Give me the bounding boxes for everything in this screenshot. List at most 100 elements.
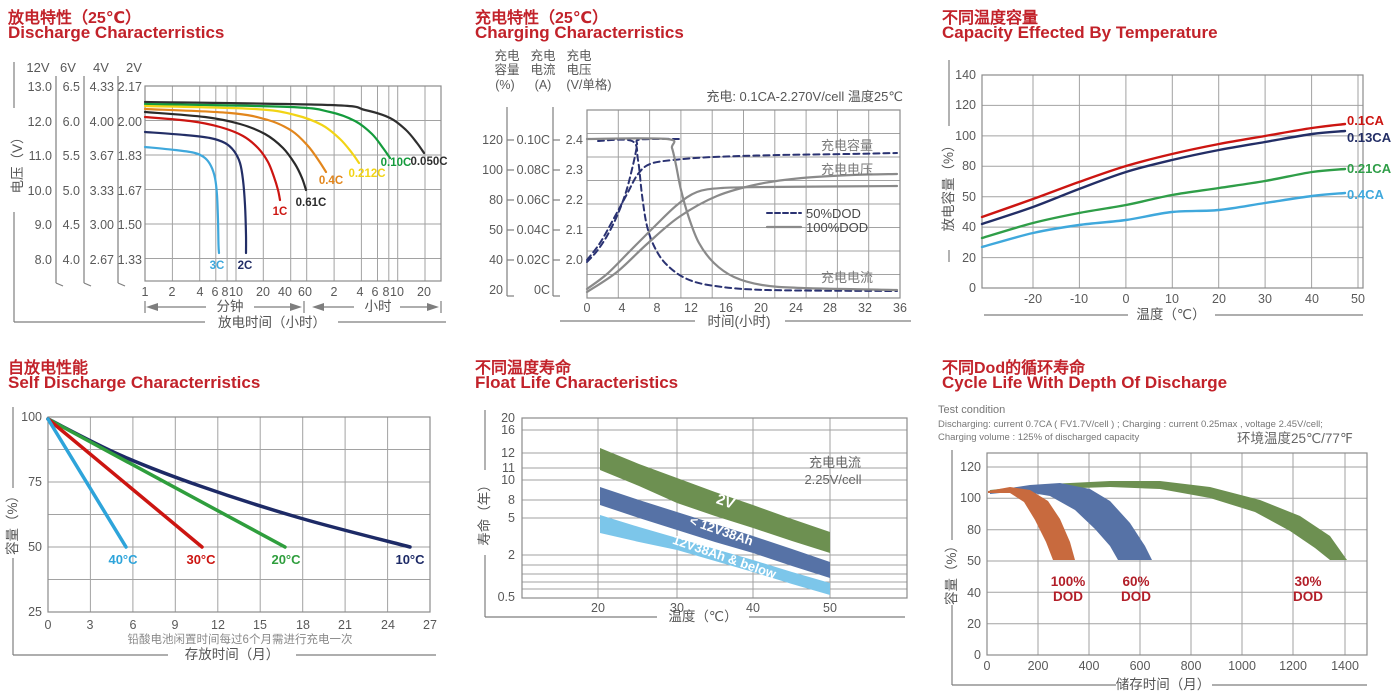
self-discharge-note: 铅酸电池闲置时间每过6个月需进行充电一次 [128, 632, 353, 646]
y-ticks-12v: 13.0 12.0 11.0 10.0 9.0 8.0 [28, 80, 52, 267]
svg-text:36: 36 [893, 301, 907, 315]
svg-text:20: 20 [1212, 292, 1226, 306]
svg-text:20: 20 [591, 601, 605, 615]
svg-text:1.33: 1.33 [118, 253, 142, 267]
svg-text:4V: 4V [93, 60, 109, 75]
svg-text:200: 200 [1028, 659, 1049, 673]
svg-text:800: 800 [1181, 659, 1202, 673]
svg-text:8: 8 [508, 493, 515, 507]
svg-text:0: 0 [969, 281, 976, 295]
svg-text:15: 15 [253, 618, 267, 632]
curve-label-2c: 2C [238, 260, 253, 272]
current-ticks: 0.10C 0.08C 0.06C 0.04C 0.02C 0C [517, 133, 550, 297]
svg-text:充电: 充电 [566, 48, 592, 63]
discharge-curves [143, 100, 439, 311]
svg-text:4.00: 4.00 [90, 115, 114, 129]
svg-text:0: 0 [584, 301, 591, 315]
svg-text:3: 3 [87, 618, 94, 632]
svg-text:30%: 30% [1294, 574, 1321, 589]
svg-text:20: 20 [256, 285, 270, 299]
svg-text:40: 40 [962, 220, 976, 234]
svg-text:4.0: 4.0 [63, 253, 80, 267]
svg-text:电压: 电压 [566, 63, 591, 77]
voltage-ticks: 2.4 2.3 2.2 2.1 2.0 [566, 133, 583, 267]
svg-text:50: 50 [823, 601, 837, 615]
svg-text:12V: 12V [26, 60, 49, 75]
label-charge-voltage: 充电电压 [821, 162, 873, 177]
svg-text:0C: 0C [534, 283, 550, 297]
cycle-life-x-label: 储存时间（月） [1116, 677, 1211, 692]
float-life-x-ticks: 20 30 40 50 [591, 601, 837, 615]
discharge-chart: 12V 6V 4V 2V 13.0 12.0 11.0 10.0 9.0 8.0 6.5 6.0 5… [10, 60, 448, 330]
svg-text:10: 10 [229, 285, 243, 299]
svg-text:50: 50 [489, 223, 503, 237]
cycle-life-y-ticks: 120 100 80 50 40 20 0 [960, 460, 981, 662]
svg-text:0.5: 0.5 [498, 590, 515, 604]
svg-text:100: 100 [21, 410, 42, 424]
capacity-temp-curves [980, 122, 1347, 249]
self-discharge-title-en: Self Discharge Characterristics [8, 373, 261, 392]
svg-text:9.0: 9.0 [35, 218, 52, 232]
svg-text:充电: 充电 [494, 48, 520, 63]
curve-label-3c: 3C [210, 260, 225, 272]
charging-curves [585, 137, 899, 294]
self-discharge-y-ticks: 100 75 50 25 [21, 410, 42, 619]
svg-text:8.0: 8.0 [35, 253, 52, 267]
capacity-temp-curve-labels: 0.1CA 0.13CA 0.21CA 0.4CA [1347, 113, 1392, 202]
charging-title-en: Charging Characterristics [475, 23, 684, 42]
capacity-ticks: 120 100 80 50 40 20 [482, 133, 503, 297]
svg-text:1000: 1000 [1228, 659, 1256, 673]
charging-condition: 充电: 0.1CA-2.270V/cell 温度25℃ [706, 89, 903, 104]
svg-text:3.00: 3.00 [90, 218, 114, 232]
capacity-temp-grid [948, 60, 1364, 316]
svg-text:(%): (%) [495, 78, 514, 92]
svg-text:4.5: 4.5 [63, 218, 80, 232]
svg-text:6: 6 [130, 618, 137, 632]
x-ticks-minutes: 1 2 4 6 8 10 20 40 60 [142, 285, 312, 299]
svg-text:1.50: 1.50 [118, 218, 142, 232]
curve-label-0212c: 0.212C [348, 168, 385, 180]
svg-text:4.33: 4.33 [90, 80, 114, 94]
svg-text:16: 16 [501, 423, 515, 437]
panel-charging: 充电特性（25℃） Charging Characterristics 充电 容量… [467, 0, 933, 350]
svg-text:11: 11 [502, 461, 515, 475]
self-discharge-lines [46, 417, 412, 549]
svg-text:60: 60 [298, 285, 312, 299]
y-ticks-4v: 4.33 4.00 3.67 3.33 3.00 2.67 [90, 80, 114, 267]
svg-text:20: 20 [967, 617, 981, 631]
svg-text:0.08C: 0.08C [517, 163, 550, 177]
svg-text:18: 18 [296, 618, 310, 632]
svg-text:2.0: 2.0 [566, 253, 583, 267]
svg-text:100: 100 [960, 491, 981, 505]
svg-text:1200: 1200 [1279, 659, 1307, 673]
self-discharge-x-ticks: 0 3 6 9 12 15 18 21 24 27 [45, 618, 437, 632]
capacity-temp-y-label: 放电容量（%） [940, 138, 956, 231]
svg-text:(V/单格): (V/单格) [566, 77, 611, 92]
svg-text:2.00: 2.00 [118, 115, 142, 129]
line-label-30c: 30°C [186, 552, 216, 567]
svg-text:(A): (A) [535, 78, 552, 92]
svg-text:2: 2 [331, 285, 338, 299]
svg-text:2: 2 [169, 285, 176, 299]
svg-text:20: 20 [489, 283, 503, 297]
svg-text:1: 1 [142, 285, 149, 299]
legend-50dod: 50%DOD [806, 206, 861, 221]
curve-label-021ca: 0.21CA [1347, 161, 1392, 176]
svg-text:13.0: 13.0 [28, 80, 52, 94]
svg-text:0: 0 [45, 618, 52, 632]
svg-text:2.2: 2.2 [566, 193, 583, 207]
svg-text:-20: -20 [1024, 292, 1042, 306]
svg-text:2.1: 2.1 [566, 223, 583, 237]
svg-text:2: 2 [508, 548, 515, 562]
svg-text:20: 20 [754, 301, 768, 315]
discharge-title-zh: 放电特性（25℃） [8, 10, 142, 27]
curve-label-01ca: 0.1CA [1347, 113, 1384, 128]
svg-text:400: 400 [1079, 659, 1100, 673]
svg-text:30: 30 [670, 601, 684, 615]
discharge-grid [13, 62, 446, 323]
curve-label-010c: 0.10C [381, 157, 412, 169]
svg-text:1400: 1400 [1331, 659, 1359, 673]
charging-x-label: 时间(小时) [708, 314, 771, 329]
